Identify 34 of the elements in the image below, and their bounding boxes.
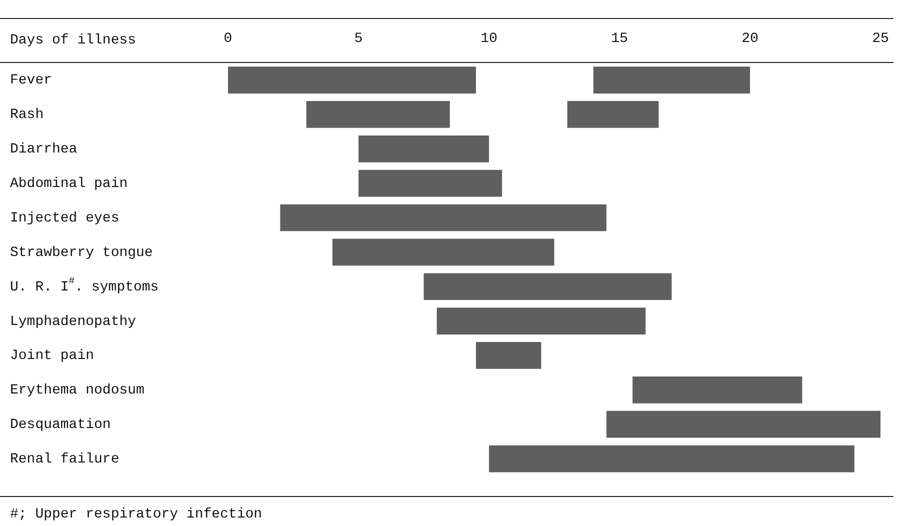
bar: [606, 410, 880, 438]
y-tick-label: Desquamation: [10, 417, 111, 434]
y-tick-label: Fever: [10, 72, 52, 89]
x-tick-label: 0: [224, 31, 232, 48]
bar: [280, 204, 606, 232]
y-tick-label: Rash: [10, 107, 44, 124]
bar: [306, 101, 450, 128]
bar: [332, 238, 554, 266]
bar: [593, 66, 750, 94]
y-tick-label: Renal failure: [10, 451, 120, 468]
bar: [567, 101, 659, 128]
y-tick-label: Erythema nodosum: [10, 382, 144, 399]
x-tick-label: 20: [742, 31, 758, 48]
y-tick-label: Injected eyes: [10, 210, 120, 226]
bar: [358, 170, 502, 197]
x-tick-label: 5: [354, 31, 363, 48]
y-tick-label: Diarrhea: [10, 142, 78, 158]
x-tick-label: 10: [480, 31, 498, 48]
y-tick-label: Lymphadenopathy: [10, 314, 136, 330]
y-tick-label: Joint pain: [10, 348, 94, 364]
bar: [488, 445, 854, 472]
text: #; Upper respiratory infection: [10, 506, 262, 523]
y-tick-label: Strawberry tongue: [10, 244, 153, 261]
x-tick-label: 25: [872, 31, 889, 48]
x-tick-label: 15: [611, 31, 628, 48]
bar: [358, 135, 489, 162]
bar: [424, 273, 672, 300]
bar: [228, 66, 476, 94]
x-axis-title: Days of illness: [10, 32, 136, 49]
bar: [436, 308, 646, 334]
bar: [632, 376, 802, 404]
y-tick-label: U. R. I#. symptoms: [10, 276, 159, 296]
y-tick-label: Abdominal pain: [10, 176, 128, 192]
bar: [476, 342, 542, 369]
